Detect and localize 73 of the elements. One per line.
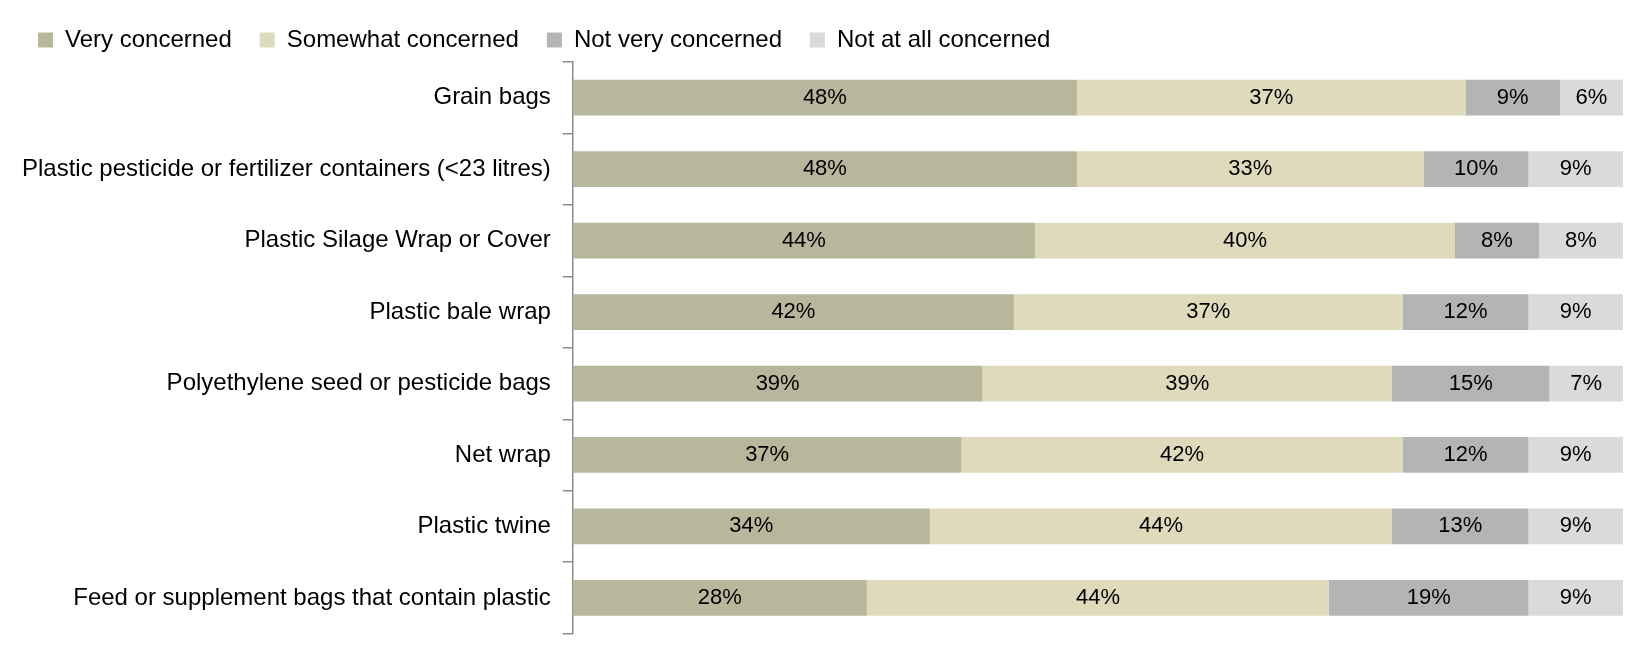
bar — [1034, 222, 1455, 259]
bar — [961, 437, 1403, 473]
y-tick-label: Plastic twine — [417, 511, 551, 539]
data-label: 37% — [745, 441, 790, 467]
data-label: 42% — [1159, 441, 1204, 467]
bar — [1528, 580, 1623, 616]
data-label: 42% — [771, 298, 816, 324]
data-label: 13% — [1438, 512, 1483, 538]
bar — [1528, 294, 1623, 330]
data-label: 15% — [1448, 369, 1493, 395]
data-label: 8% — [1481, 226, 1513, 252]
bar — [572, 294, 1014, 330]
data-label: 39% — [755, 369, 800, 395]
data-label: 37% — [1249, 83, 1294, 109]
bar — [1391, 365, 1550, 402]
y-tick-label: Plastic bale wrap — [369, 296, 551, 324]
bar — [1402, 294, 1529, 330]
data-label: 7% — [1570, 369, 1603, 395]
bar — [1076, 79, 1466, 116]
data-label: 9% — [1496, 83, 1529, 109]
data-label: 19% — [1406, 583, 1451, 609]
data-label: 48% — [802, 83, 847, 109]
bar — [572, 222, 1035, 259]
data-label: 28% — [697, 583, 742, 609]
bar — [572, 151, 1077, 188]
data-label: 39% — [1165, 369, 1210, 395]
y-tick-label: Net wrap — [454, 439, 551, 467]
data-label: 37% — [1186, 298, 1231, 324]
data-label: 8% — [1565, 226, 1597, 252]
data-label: 40% — [1222, 226, 1267, 252]
data-label: 33% — [1228, 155, 1273, 181]
y-tick-label: Plastic pesticide or fertilizer containers (<23 litres) — [21, 153, 551, 181]
legend-label: Not very concerned — [573, 24, 783, 52]
bar — [572, 508, 930, 545]
data-label: 9% — [1559, 512, 1592, 538]
data-label: 44% — [1138, 512, 1183, 538]
bar — [572, 437, 962, 473]
bar — [1528, 437, 1623, 473]
y-tick-label: Feed or supplement bags that contain plastic — [73, 582, 551, 610]
data-label: 9% — [1559, 155, 1592, 181]
data-label: 34% — [729, 512, 774, 538]
data-label: 6% — [1575, 83, 1608, 109]
bar — [1076, 151, 1424, 188]
data-label: 9% — [1559, 441, 1592, 467]
bar — [1528, 151, 1623, 188]
data-label: 10% — [1453, 155, 1498, 181]
y-tick-label: Plastic Silage Wrap or Cover — [244, 225, 551, 253]
bar — [1402, 437, 1529, 473]
bar — [1549, 365, 1623, 402]
bar — [572, 79, 1077, 116]
data-label: 9% — [1559, 298, 1592, 324]
legend-label: Not at all concerned — [837, 24, 1051, 52]
bar — [1423, 151, 1529, 188]
bar — [572, 580, 867, 616]
data-label: 12% — [1443, 441, 1488, 467]
legend-label: Somewhat concerned — [286, 24, 519, 52]
y-tick-label: Polyethylene seed or pesticide bags — [166, 368, 551, 396]
bar — [1013, 294, 1403, 330]
bar — [1328, 580, 1529, 616]
bar — [1465, 79, 1560, 116]
bar — [866, 580, 1329, 616]
data-label: 44% — [781, 226, 826, 252]
bar — [929, 508, 1392, 545]
data-label: 48% — [802, 155, 847, 181]
data-label: 44% — [1075, 583, 1120, 609]
bar — [1391, 508, 1529, 545]
bar — [1528, 508, 1623, 545]
data-label: 9% — [1559, 583, 1592, 609]
bar — [572, 365, 983, 402]
y-tick-label: Grain bags — [433, 82, 551, 110]
legend-label: Very concerned — [65, 24, 232, 52]
bar — [982, 365, 1392, 402]
data-label: 12% — [1443, 298, 1488, 324]
